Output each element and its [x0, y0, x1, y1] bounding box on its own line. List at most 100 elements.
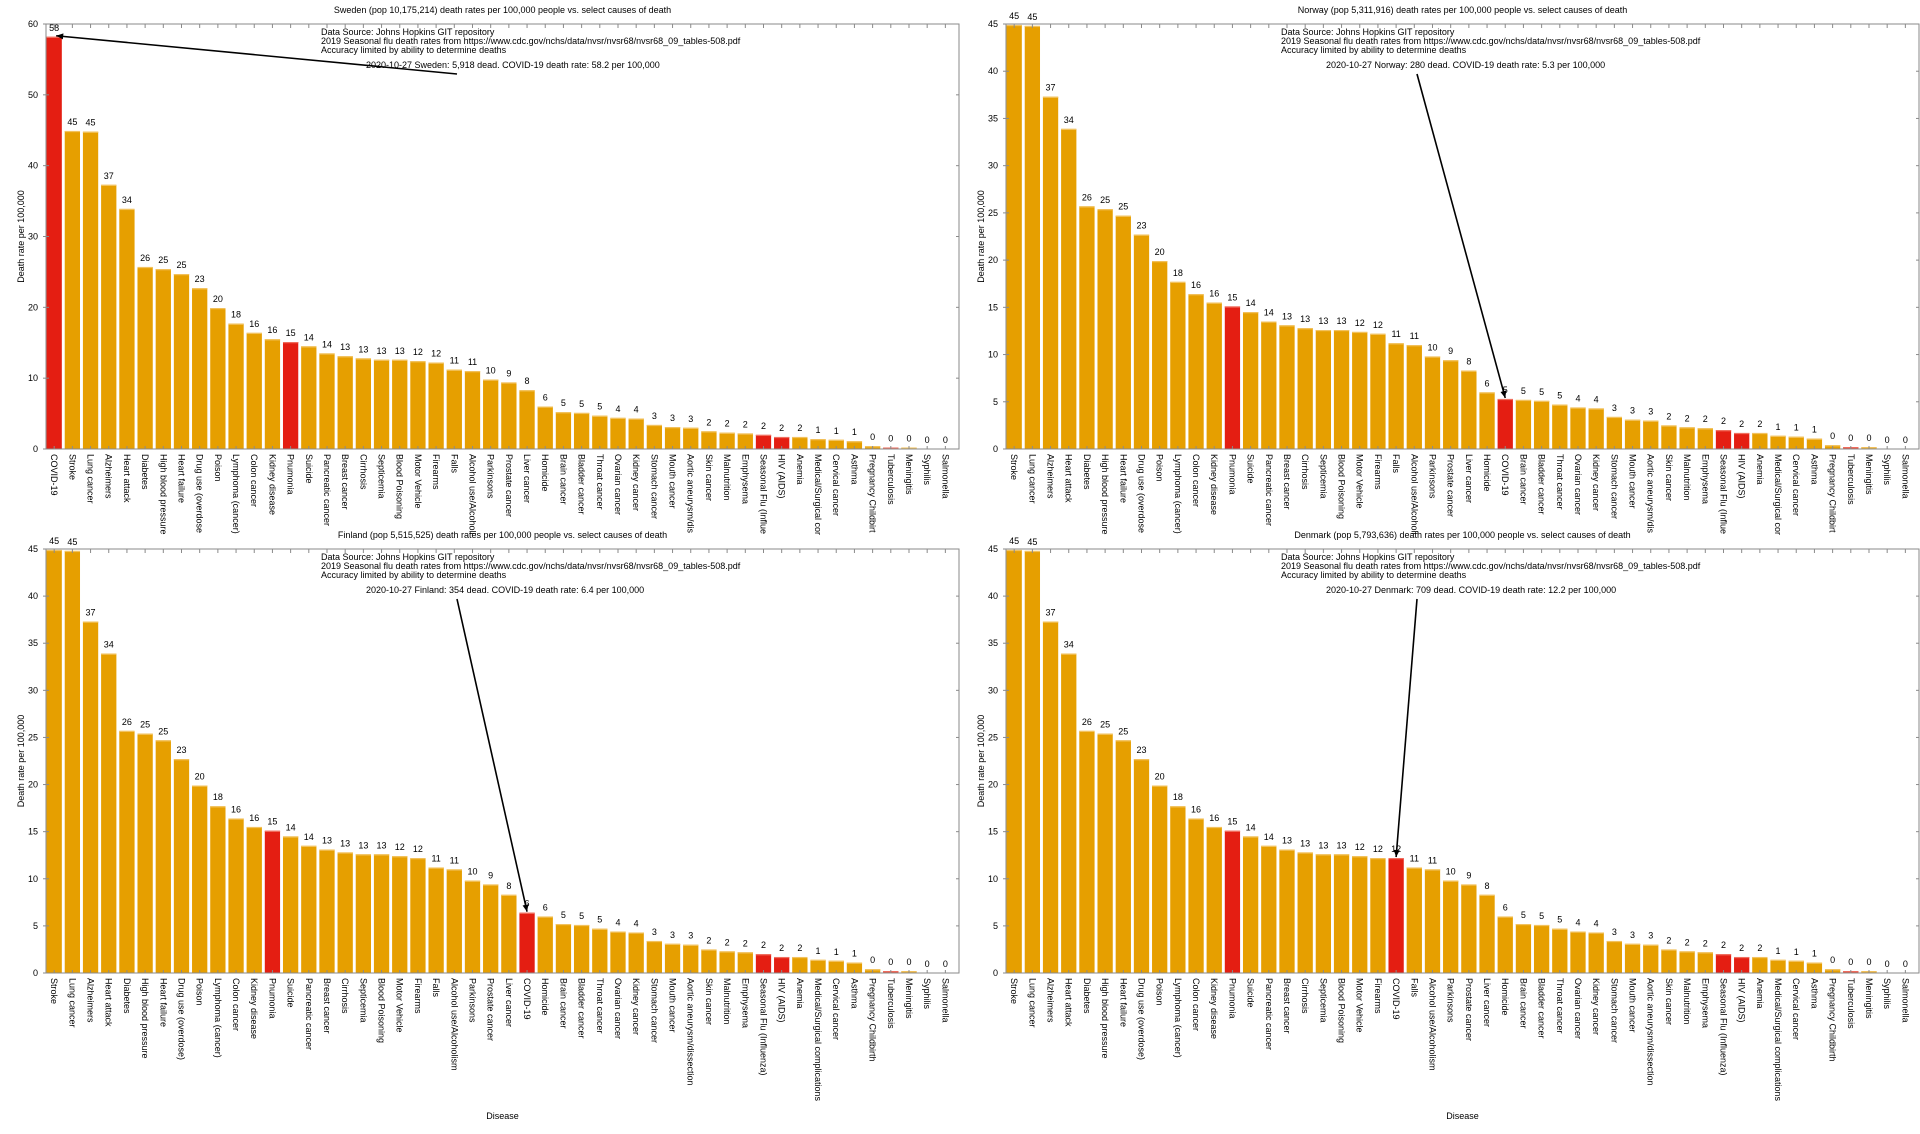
x-tick-label: Kidney disease [1209, 454, 1219, 515]
bar-top-edge [82, 621, 99, 623]
bar-top-edge [646, 424, 663, 427]
bar-covid-19 [1497, 398, 1513, 449]
x-tick-label: Falls [449, 454, 459, 474]
bar-prostate-cancer [483, 884, 499, 973]
x-tick-label: Brain cancer [558, 454, 568, 505]
bar-throat-cancer [1552, 928, 1568, 973]
bar-breast-cancer [337, 356, 353, 449]
x-tick-label: Colon cancer [231, 978, 241, 1031]
x-tick-label: Cervical cancer [831, 978, 841, 1040]
bar-value-label: 6 [1503, 902, 1508, 912]
x-tick-label: Alzheimers [86, 978, 96, 1023]
bar-top-edge [1588, 408, 1604, 410]
bar-top-edge [1570, 407, 1586, 409]
x-tick-label: Cirrhosis [358, 454, 368, 490]
x-tick-label: Septicemia [1318, 454, 1328, 499]
bar-pancreatic-cancer [1261, 845, 1277, 973]
bar-heart-failure [155, 740, 171, 973]
bar-top-edge [46, 36, 62, 38]
x-tick-label: High blood pressure [1100, 978, 1110, 1059]
bar-value-label: 13 [340, 838, 350, 848]
x-tick-label: Alcohol use/Alcoholism [1427, 978, 1437, 1071]
x-tick-label: Syphilis [922, 978, 932, 1010]
bar-top-edge [246, 332, 262, 335]
bar-top-edge [701, 949, 717, 951]
bar-kidney-cancer [1588, 408, 1604, 449]
bar-value-label: 13 [377, 346, 387, 356]
x-tick-label: Stomach cancer [1609, 454, 1619, 519]
bar-kidney-cancer [628, 932, 644, 973]
bar-value-label: 1 [834, 426, 839, 436]
bar-colon-cancer [1188, 818, 1204, 973]
x-tick-label: Kidney cancer [631, 978, 641, 1035]
bar-seasonal-flu-influenza [1715, 954, 1732, 973]
bar-value-label: 0 [906, 957, 911, 967]
bar-value-label: 0 [906, 434, 911, 444]
bar-homicide [1497, 916, 1513, 973]
bar-value-label: 25 [1118, 726, 1128, 736]
x-tick-label: Meningitis [1864, 454, 1874, 495]
bar-value-label: 13 [1337, 316, 1347, 326]
bar-top-edge [1533, 400, 1550, 403]
bar-top-edge [210, 806, 226, 808]
bar-parkinsons [1424, 356, 1441, 449]
x-tick-label: Parkinsons [1446, 978, 1456, 1023]
x-tick-label: High blood pressure [158, 454, 168, 535]
x-tick-label: Septicemia [1318, 978, 1328, 1023]
x-tick-label: Pancreatic cancer [1264, 454, 1274, 526]
y-tick-label: 5 [33, 921, 38, 931]
bar-top-edge [1188, 294, 1204, 296]
bar-hiv-aids [1734, 956, 1750, 973]
bar-ovarian-cancer [610, 417, 626, 449]
x-tick-label: Lung cancer [86, 454, 96, 504]
x-tick-label: Syphilis [922, 454, 932, 486]
bar-value-label: 5 [597, 402, 602, 412]
x-tick-label: Asthma [849, 454, 859, 485]
bar-value-label: 0 [888, 434, 893, 444]
x-tick-label: Syphilis [1882, 454, 1892, 486]
bar-top-edge [392, 856, 408, 858]
x-tick-label: Blood Poisoning [1337, 454, 1347, 519]
x-tick-label: Heart attack [1064, 454, 1074, 503]
bar-top-edge [1806, 438, 1823, 440]
x-tick-label: Stomach cancer [1609, 978, 1619, 1043]
bar-top-edge [1170, 281, 1186, 284]
bar-seasonal-flu-influenza [755, 954, 772, 973]
x-tick-label: Firearms [431, 454, 441, 490]
x-tick-label: Emphysema [740, 978, 750, 1028]
x-tick-label: Alcohol use/Alcoholism [449, 978, 459, 1071]
bar-value-label: 34 [1064, 640, 1074, 650]
bar-blood-poisoning [1333, 330, 1350, 449]
x-tick-label: Cirrhosis [340, 978, 350, 1014]
bar-top-edge [774, 436, 790, 439]
x-tick-label: Tuberculosis [1846, 454, 1856, 505]
x-tick-label: Poison [213, 454, 223, 482]
bar-value-label: 3 [670, 930, 675, 940]
y-tick-label: 0 [33, 968, 38, 978]
x-tick-label: Parkinsons [467, 978, 477, 1023]
bar-medical-surgical-cor [810, 439, 826, 449]
x-tick-label: Stroke [49, 978, 59, 1004]
bar-top-edge [1042, 96, 1059, 98]
bar-kidney-cancer [628, 418, 644, 449]
bar-top-edge [337, 852, 353, 854]
x-tick-label: Malnutrition [722, 978, 732, 1025]
x-tick-label: Heart attack [1064, 978, 1074, 1027]
bar-top-edge [792, 436, 808, 439]
bar-value-label: 13 [1318, 840, 1328, 850]
bar-value-label: 11 [1428, 855, 1437, 865]
bar-alcohol-use-alcoholi [464, 371, 481, 449]
bar-homicide [1479, 392, 1495, 449]
bar-top-edge [1224, 830, 1241, 832]
x-tick-label: Pancreatic cancer [1264, 978, 1274, 1050]
bar-top-edge [1388, 343, 1404, 345]
bar-value-label: 2 [743, 938, 748, 948]
bar-value-label: 23 [195, 274, 205, 284]
bar-value-label: 2 [1666, 935, 1671, 945]
bar-diabetes [137, 266, 153, 449]
x-tick-label: COVID-19 [1391, 978, 1401, 1020]
bar-value-label: 9 [1448, 346, 1453, 356]
x-tick-label: Suicide [1246, 978, 1256, 1008]
bar-top-edge [537, 916, 553, 918]
bar-alcohol-use-alcoholism [446, 869, 462, 973]
